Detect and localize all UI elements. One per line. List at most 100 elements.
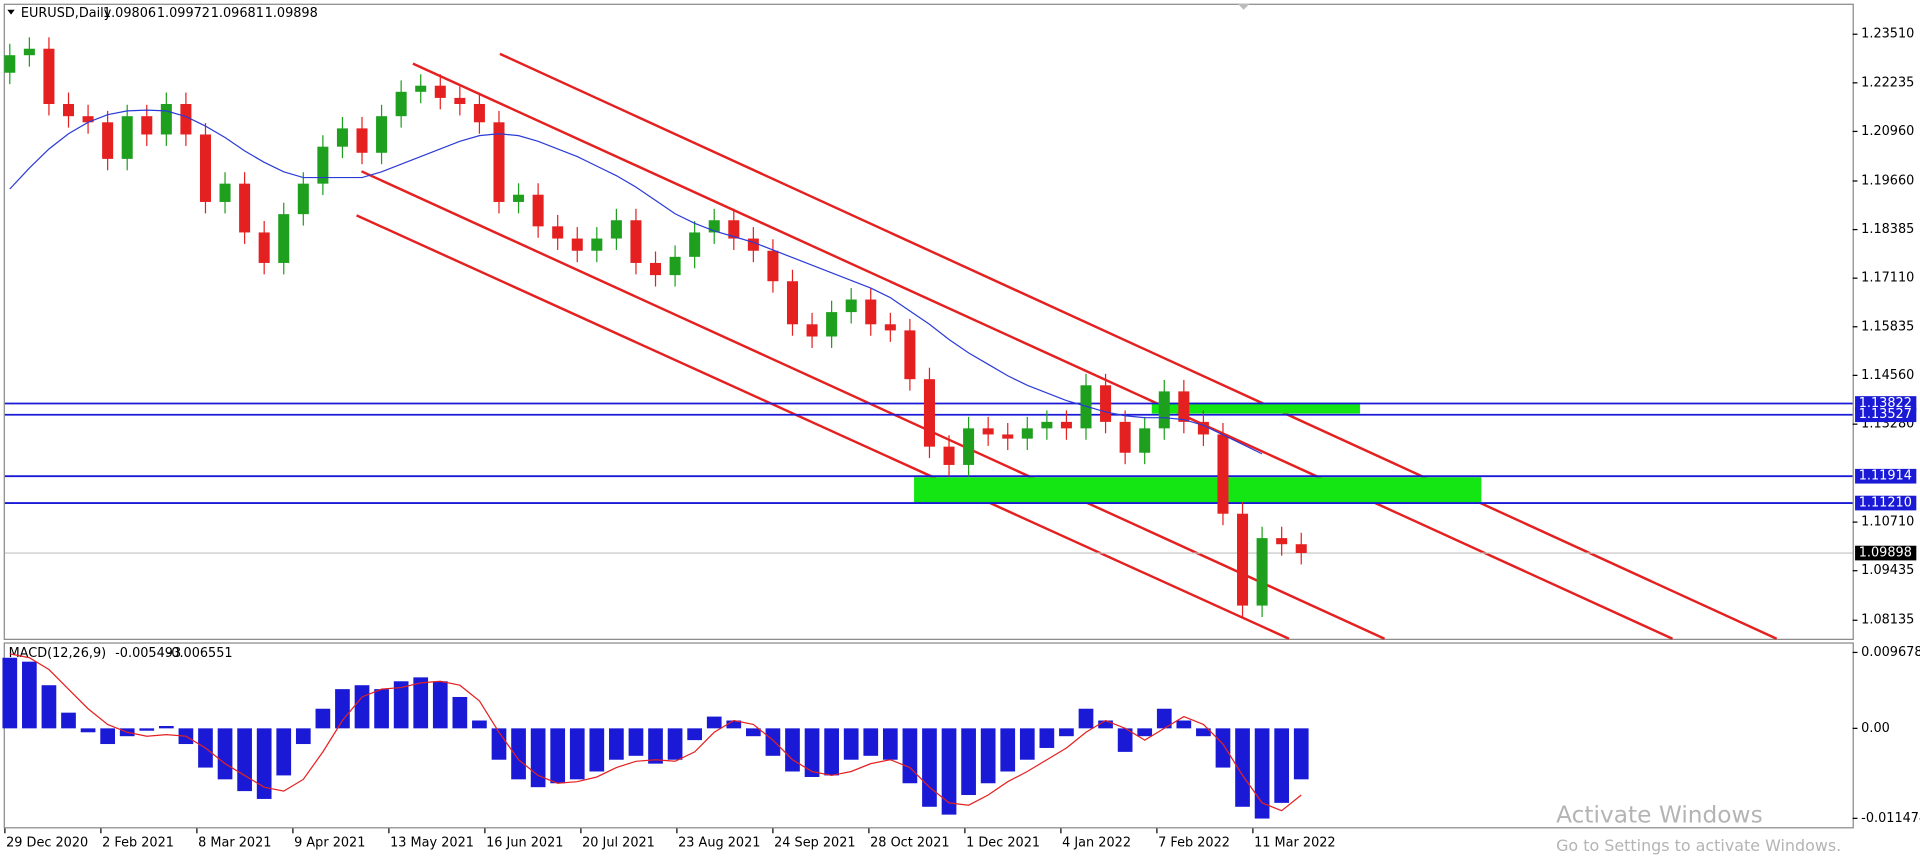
macd-bar — [941, 728, 957, 815]
candle-body — [395, 91, 407, 117]
macd-bar — [100, 728, 115, 745]
candle-body — [1002, 434, 1014, 439]
macd-bar — [413, 677, 429, 729]
candle-body — [591, 238, 603, 251]
y-tick-label: 1.17110 — [1861, 271, 1914, 286]
candle-body — [1060, 421, 1072, 429]
macd-bar — [2, 657, 18, 729]
x-tick-label: 11 Mar 2022 — [1254, 836, 1335, 851]
macd-bar — [41, 685, 57, 729]
macd-bar — [295, 728, 311, 745]
macd-bar — [961, 728, 976, 796]
candle-body — [845, 299, 857, 313]
macd-bar — [1196, 728, 1211, 737]
candle-body — [923, 379, 935, 447]
macd-bar — [472, 720, 487, 729]
level-label-box — [1855, 396, 1917, 411]
trend-lines — [356, 52, 1778, 640]
macd-bar — [1254, 728, 1270, 819]
y-tick-label: 1.18385 — [1861, 222, 1914, 237]
candle-body — [102, 122, 114, 159]
plot: 1.23510 1.22235 1.20960 1.19660 1.18385 1.171… — [2, 27, 1920, 851]
y-tick-label: -0.011474 — [1861, 811, 1920, 826]
candle-body — [904, 330, 916, 380]
y-tick-label: 1.19660 — [1861, 173, 1914, 188]
level-label: 1.11914 — [1859, 469, 1912, 484]
y-tick-label: 1.20960 — [1861, 124, 1914, 139]
macd-bar — [511, 728, 526, 780]
candle-body — [219, 183, 231, 202]
macd-bar — [628, 728, 644, 756]
level-label-box — [1855, 495, 1917, 511]
candle-body — [630, 220, 642, 263]
macd-bar — [1156, 708, 1172, 729]
scroll-marker — [1237, 3, 1250, 10]
macd-bar — [1039, 728, 1055, 748]
macd-bar — [1137, 728, 1153, 737]
candle-body — [943, 446, 955, 465]
candle-body — [473, 103, 485, 123]
candle-body — [1041, 421, 1053, 429]
y-tick-label: 1.10710 — [1861, 515, 1914, 530]
candle-body — [454, 97, 466, 104]
level-label-box — [1855, 407, 1917, 423]
candle-body — [239, 183, 251, 233]
candle-body — [650, 262, 662, 276]
level-label: 1.13527 — [1859, 407, 1912, 422]
price-label-box — [1855, 545, 1917, 561]
header-value: 1.09898 — [265, 6, 318, 21]
trend-line — [356, 214, 1290, 640]
level-label: 1.13822 — [1859, 396, 1912, 411]
macd-bar — [1235, 728, 1250, 807]
macd-value: -0.005493 — [115, 646, 181, 661]
x-tick-label: 16 Jun 2021 — [486, 836, 563, 851]
macd-bar — [256, 728, 272, 799]
macd-bar — [217, 728, 233, 780]
x-tick-label: 1 Dec 2021 — [966, 836, 1040, 851]
candle-body — [1100, 385, 1112, 422]
candle-body — [62, 103, 75, 117]
macd-bar — [550, 728, 566, 784]
x-tick-label: 28 Oct 2021 — [870, 836, 949, 851]
trend-line — [412, 62, 1674, 640]
macd-bar — [687, 728, 703, 741]
symbol-title: EURUSD,Daily — [21, 6, 112, 21]
candle-body — [1178, 391, 1190, 422]
candle-body — [982, 428, 994, 435]
macd-bar — [335, 689, 350, 729]
macd-bar — [1019, 728, 1035, 760]
macd-bar — [452, 696, 468, 729]
x-tick-label: 2 Feb 2021 — [102, 836, 174, 851]
macd-bar — [1215, 728, 1231, 768]
macd-panel-frame — [3, 642, 1854, 829]
macd-bar — [1293, 728, 1309, 780]
menu-arrow[interactable] — [7, 9, 15, 15]
macd-bar — [354, 685, 370, 729]
macd-bar — [902, 728, 918, 784]
x-tick-label: 23 Aug 2021 — [678, 836, 760, 851]
y-tick-label: 0.00 — [1861, 721, 1890, 736]
candle-body — [434, 85, 446, 98]
watermark-title: Activate Windows — [1556, 802, 1763, 829]
candle-body — [532, 194, 544, 227]
macd-bar — [882, 728, 898, 760]
x-tick-label: 7 Feb 2022 — [1158, 836, 1230, 851]
candle-body — [1217, 434, 1229, 514]
y-tick-label: 1.23510 — [1861, 27, 1914, 42]
candle-body — [141, 116, 153, 135]
header-value: 1.09806 — [103, 6, 156, 21]
candle-body — [1295, 544, 1307, 553]
header-value: 1.09972 — [157, 6, 210, 21]
candle-body — [1158, 391, 1170, 429]
macd-bar — [80, 728, 96, 733]
y-tick-label: 1.22235 — [1861, 75, 1914, 90]
macd-bar — [609, 728, 624, 760]
candle-body — [786, 281, 799, 325]
macd-bar — [1059, 728, 1074, 737]
macd-bar — [1274, 728, 1290, 803]
candle-body — [1021, 428, 1033, 439]
macd-bar — [863, 728, 879, 756]
header-value: 1.09681 — [211, 6, 264, 21]
zone — [1151, 402, 1361, 414]
